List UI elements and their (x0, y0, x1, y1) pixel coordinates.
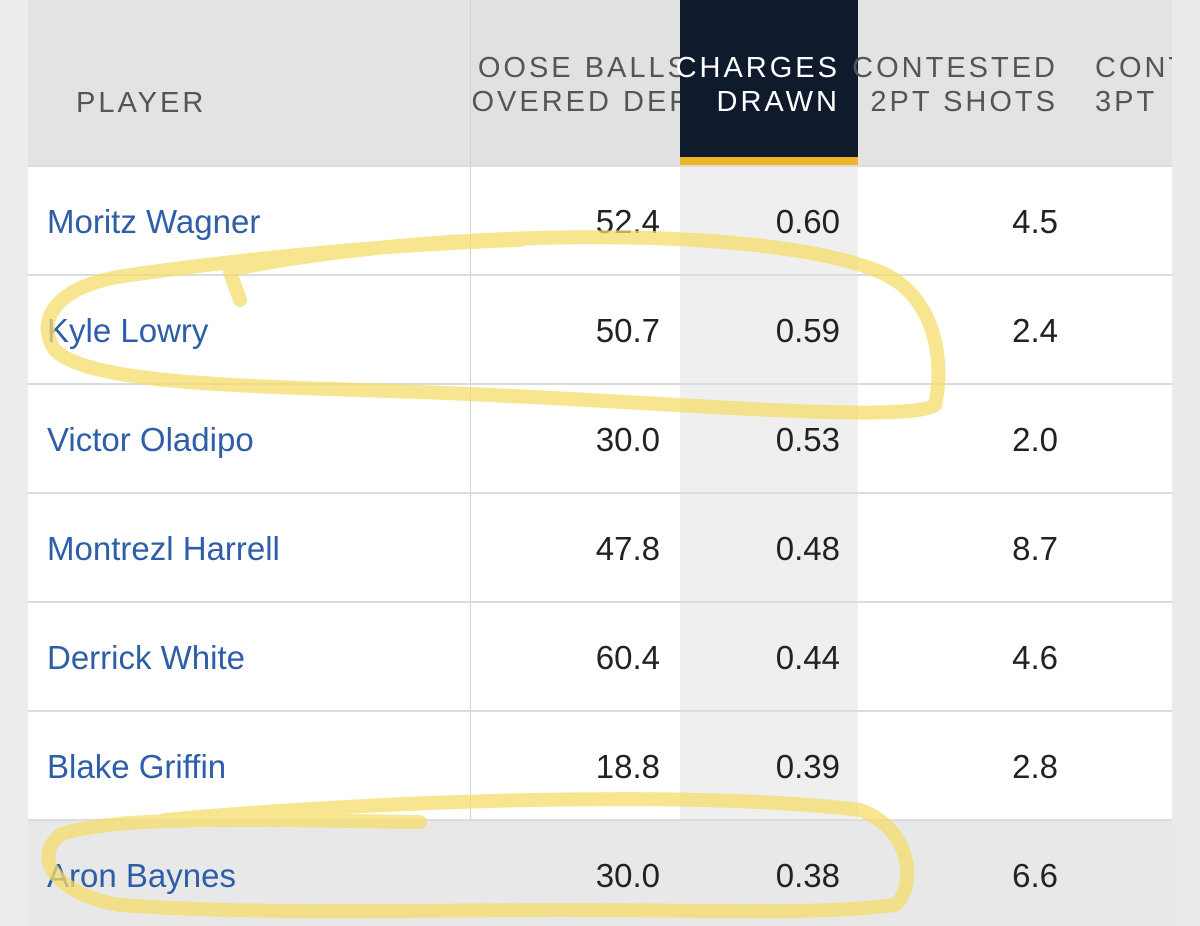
stats-table: PLAYER OOSE BALLS OVERED DEF CHARGES DRA… (28, 0, 1172, 926)
charges-drawn-value: 0.38 (775, 857, 840, 894)
loose-balls-value: 60.4 (595, 639, 660, 676)
player-link[interactable]: Aron Baynes (47, 857, 236, 894)
table-row: Aron Baynes 30.0 0.38 6.6 (28, 819, 1172, 926)
charges-drawn-value: 0.44 (775, 639, 840, 676)
contested-2pt-value: 2.8 (1012, 748, 1058, 785)
header-contested3-line1: CONT (1095, 52, 1172, 84)
contested-2pt-value: 4.6 (1012, 639, 1058, 676)
table-row: Montrezl Harrell 47.8 0.48 8.7 (28, 492, 1172, 603)
charges-drawn-value: 0.60 (775, 203, 840, 240)
player-link[interactable]: Moritz Wagner (47, 203, 261, 240)
table-row: Kyle Lowry 50.7 0.59 2.4 (28, 274, 1172, 385)
header-charges-drawn[interactable]: CHARGES DRAWN (676, 0, 858, 165)
table-row: Blake Griffin 18.8 0.39 2.8 (28, 710, 1172, 821)
table-row: Victor Oladipo 30.0 0.53 2.0 (28, 383, 1172, 494)
header-contested-3pt[interactable]: CONT 3PT (1092, 0, 1172, 165)
header-player-label: PLAYER (76, 87, 207, 119)
header-charges-line1: CHARGES (675, 52, 840, 84)
header-contested2-line1: CONTESTED (852, 52, 1058, 84)
contested-2pt-value: 2.0 (1012, 421, 1058, 458)
header-charges-line2: DRAWN (716, 86, 840, 118)
player-link[interactable]: Victor Oladipo (47, 421, 254, 458)
contested-2pt-value: 6.6 (1012, 857, 1058, 894)
loose-balls-value: 50.7 (595, 312, 660, 349)
header-contested-2pt[interactable]: CONTESTED 2PT SHOTS (852, 0, 1058, 165)
header-loose-line2: OVERED DEF (471, 86, 690, 118)
loose-balls-value: 30.0 (595, 421, 660, 458)
charges-drawn-value: 0.53 (775, 421, 840, 458)
charges-drawn-value: 0.39 (775, 748, 840, 785)
loose-balls-value: 52.4 (595, 203, 660, 240)
header-player[interactable]: PLAYER (76, 0, 476, 165)
charges-drawn-value: 0.59 (775, 312, 840, 349)
player-link[interactable]: Kyle Lowry (47, 312, 209, 349)
table-row: Derrick White 60.4 0.44 4.6 (28, 601, 1172, 712)
loose-balls-value: 18.8 (595, 748, 660, 785)
header-loose-line1: OOSE BALLS (477, 52, 690, 84)
contested-2pt-value: 2.4 (1012, 312, 1058, 349)
charges-drawn-value: 0.48 (775, 530, 840, 567)
header-loose-balls[interactable]: OOSE BALLS OVERED DEF (470, 0, 708, 165)
table-row: Moritz Wagner 52.4 0.60 4.5 (28, 165, 1172, 276)
column-divider (470, 0, 471, 926)
contested-2pt-value: 8.7 (1012, 530, 1058, 567)
header-contested2-line2: 2PT SHOTS (870, 86, 1058, 118)
header-contested3-line2: 3PT (1095, 86, 1158, 118)
player-link[interactable]: Montrezl Harrell (47, 530, 280, 567)
loose-balls-value: 30.0 (595, 857, 660, 894)
player-link[interactable]: Derrick White (47, 639, 246, 676)
player-link[interactable]: Blake Griffin (47, 748, 227, 785)
loose-balls-value: 47.8 (595, 530, 660, 567)
table-header: PLAYER OOSE BALLS OVERED DEF CHARGES DRA… (28, 0, 1172, 165)
contested-2pt-value: 4.5 (1012, 203, 1058, 240)
left-gutter (0, 0, 28, 926)
right-gutter (1172, 0, 1200, 926)
